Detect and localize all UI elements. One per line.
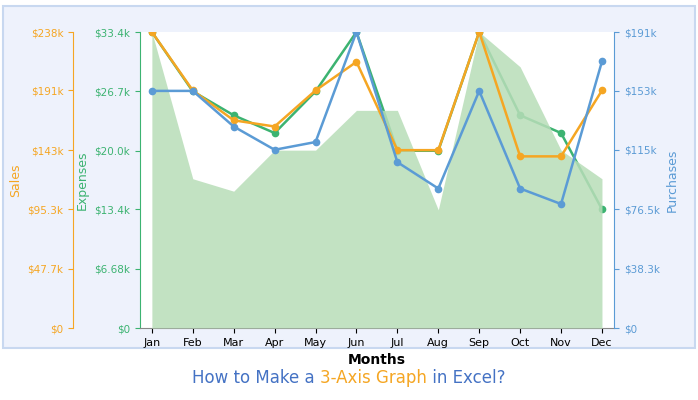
Text: in Excel?: in Excel? (427, 369, 505, 387)
Text: 3-Axis Graph: 3-Axis Graph (320, 369, 427, 387)
Y-axis label: Expenses: Expenses (75, 150, 89, 210)
Y-axis label: Sales: Sales (9, 163, 22, 197)
Y-axis label: Purchases: Purchases (665, 148, 678, 212)
Text: How to Make a: How to Make a (193, 369, 320, 387)
X-axis label: Months: Months (348, 353, 406, 367)
